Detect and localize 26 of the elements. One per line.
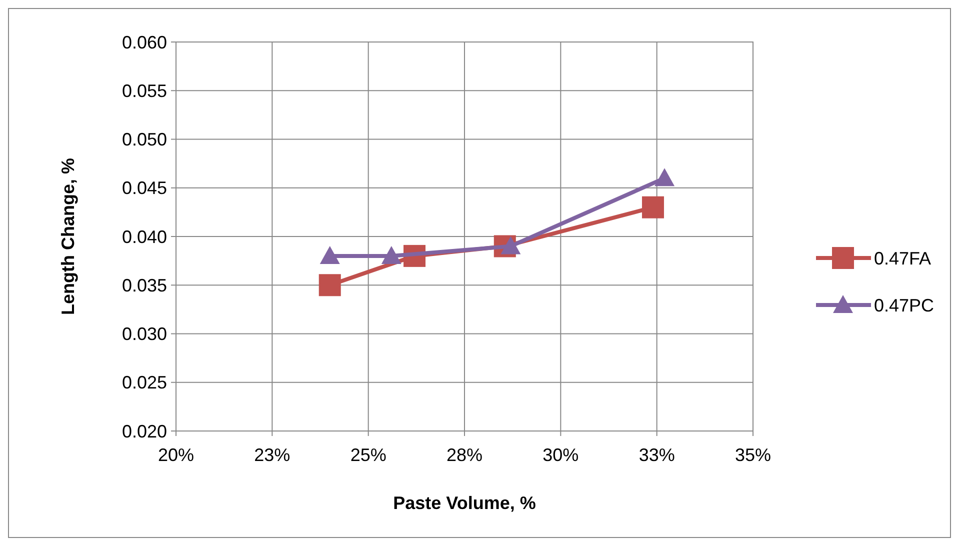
point: [318, 274, 341, 296]
x-tick-label: 30%: [542, 445, 579, 465]
y-tick-label: 0.020: [122, 421, 167, 442]
y-tick-label: 0.035: [122, 275, 167, 296]
point: [500, 236, 521, 254]
x-tick-label: 20%: [158, 445, 194, 465]
y-tick-label: 0.040: [122, 226, 167, 247]
point: [642, 196, 664, 218]
x-axis-title: Paste Volume, %: [393, 493, 536, 513]
y-axis-title: Length Change, %: [58, 158, 78, 315]
x-tick-label: 28%: [446, 445, 483, 465]
legend-label: 0.47PC: [874, 295, 934, 316]
x-tick-label: 23%: [254, 445, 290, 465]
point: [654, 168, 675, 186]
y-tick-label: 0.050: [122, 130, 167, 150]
y-tick-label: 0.060: [122, 32, 167, 52]
x-tick-label: 33%: [638, 445, 675, 465]
y-tick-label: 0.055: [122, 80, 167, 101]
x-tick-label: 25%: [350, 445, 386, 465]
point: [381, 246, 402, 264]
y-tick-label: 0.030: [122, 324, 167, 344]
x-tick-label: 35%: [734, 445, 772, 465]
y-tick-label: 0.025: [122, 372, 167, 393]
point: [320, 246, 340, 264]
legend-label: 0.47FA: [874, 248, 932, 268]
y-tick-label: 0.045: [122, 178, 167, 198]
